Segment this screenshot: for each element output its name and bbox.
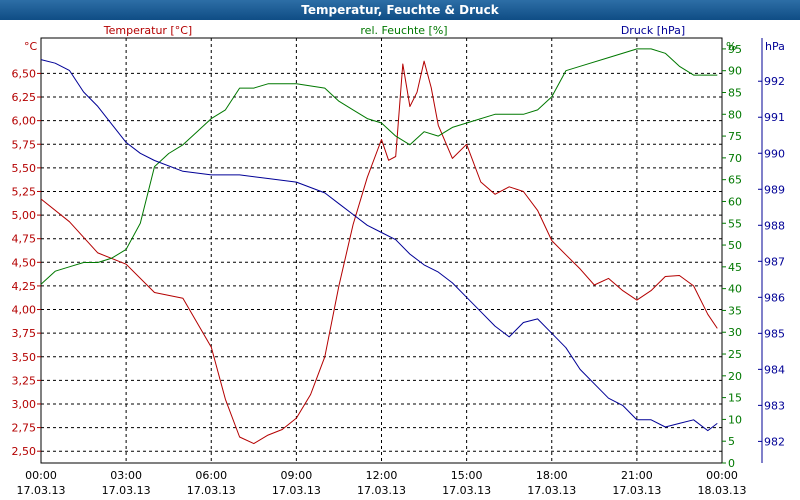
pressure-tick-label: 982 (764, 435, 785, 448)
humidity-tick-label: 95 (728, 43, 742, 56)
humidity-tick-labels: 0 5 10 15 20 25 30 35 40 45 50 55 60 65 70 75 80 85 90 95 (722, 43, 742, 470)
temperature-tick-label: 5,25 (12, 185, 37, 198)
pressure-tick-label: 984 (764, 363, 785, 376)
pressure-tick-label: 986 (764, 291, 785, 304)
grid-lines (41, 38, 722, 463)
pressure-tick-label: 990 (764, 147, 785, 160)
pressure-tick-label: 985 (764, 327, 785, 340)
humidity-tick-label: 35 (728, 304, 742, 317)
x-tick-date: 17.03.13 (17, 484, 66, 497)
humidity-tick-label: 50 (728, 239, 742, 252)
temperature-axis-unit: °C (24, 40, 38, 53)
humidity-tick-label: 65 (728, 174, 742, 187)
x-tick-date: 17.03.13 (527, 484, 576, 497)
humidity-tick-label: 80 (728, 108, 742, 121)
humidity-tick-label: 15 (728, 392, 742, 405)
temperature-tick-label: 5,75 (12, 138, 37, 151)
x-tick-labels: 00:00 17.03.13 03:00 17.03.13 06:00 17.03.13 0… (17, 469, 747, 497)
humidity-tick-label: 25 (728, 348, 742, 361)
temperature-tick-label: 3,50 (12, 351, 37, 364)
x-tick-time: 18:00 (536, 469, 568, 482)
x-tick-date: 17.03.13 (102, 484, 151, 497)
x-tick-time: 00:00 (25, 469, 57, 482)
temperature-tick-label: 6,00 (12, 115, 37, 128)
temperature-tick-label: 6,25 (12, 91, 37, 104)
series-lines (40, 48, 718, 445)
pressure-tick-label: 989 (764, 183, 785, 196)
temperature-tick-label: 3,25 (12, 374, 37, 387)
x-tick-date: 17.03.13 (442, 484, 491, 497)
humidity-tick-label: 0 (728, 457, 735, 470)
window-title: Temperatur, Feuchte & Druck (301, 3, 499, 17)
x-tick-date: 17.03.13 (272, 484, 321, 497)
x-tick-time: 03:00 (110, 469, 142, 482)
humidity-tick-label: 85 (728, 86, 742, 99)
x-tick-time: 00:00 (706, 469, 738, 482)
pressure-tick-label: 987 (764, 255, 785, 268)
humidity-tick-label: 60 (728, 195, 742, 208)
humidity-tick-label: 20 (728, 370, 742, 383)
temperature-tick-label: 3,75 (12, 327, 37, 340)
x-tick-time: 21:00 (621, 469, 653, 482)
temperature-tick-label: 4,25 (12, 280, 37, 293)
temperature-tick-label: 3,00 (12, 398, 37, 411)
humidity-tick-label: 40 (728, 283, 742, 296)
pressure-axis-unit: hPa (765, 40, 785, 53)
pressure-tick-label: 991 (764, 111, 785, 124)
temperature-tick-label: 2,75 (12, 422, 37, 435)
humidity-axis-label: rel. Feuchte [%] (360, 24, 447, 37)
x-tick-time: 12:00 (366, 469, 398, 482)
x-tick-time: 09:00 (281, 469, 313, 482)
pressure-line (40, 59, 718, 432)
humidity-line (40, 48, 718, 285)
pressure-tick-label: 992 (764, 75, 785, 88)
x-tick-date: 18.03.13 (698, 484, 747, 497)
temperature-tick-labels: 2,50 2,75 3,00 3,25 3,50 3,75 4,00 4,25 4,50 4,75… (12, 67, 41, 458)
pressure-tick-label: 983 (764, 399, 785, 412)
x-tick-date: 17.03.13 (187, 484, 236, 497)
humidity-tick-label: 75 (728, 130, 742, 143)
humidity-tick-label: 55 (728, 217, 742, 230)
temperature-tick-label: 5,00 (12, 209, 37, 222)
x-tick-time: 06:00 (195, 469, 227, 482)
temperature-axis-label: Temperatur [°C] (103, 24, 192, 37)
temperature-tick-label: 5,50 (12, 162, 37, 175)
pressure-tick-labels: 982 983 984 985 986 987 988 989 990 991 992 (758, 75, 785, 448)
pressure-tick-label: 988 (764, 219, 785, 232)
humidity-tick-label: 70 (728, 152, 742, 165)
temperature-tick-label: 6,50 (12, 67, 37, 80)
x-tick-date: 17.03.13 (612, 484, 661, 497)
humidity-tick-label: 30 (728, 326, 742, 339)
x-tick-date: 17.03.13 (357, 484, 406, 497)
humidity-tick-label: 10 (728, 413, 742, 426)
humidity-tick-label: 45 (728, 261, 742, 274)
humidity-tick-label: 90 (728, 65, 742, 78)
window-title-bar: Temperatur, Feuchte & Druck (0, 0, 800, 20)
pressure-axis-label: Druck [hPa] (621, 24, 685, 37)
temperature-tick-label: 4,00 (12, 304, 37, 317)
x-tick-time: 15:00 (451, 469, 483, 482)
humidity-tick-label: 5 (728, 435, 735, 448)
temperature-tick-label: 4,75 (12, 233, 37, 246)
temperature-line (40, 60, 718, 445)
temperature-tick-label: 2,50 (12, 445, 37, 458)
temperature-tick-label: 4,50 (12, 256, 37, 269)
humidity-axis-unit: % (726, 40, 736, 53)
